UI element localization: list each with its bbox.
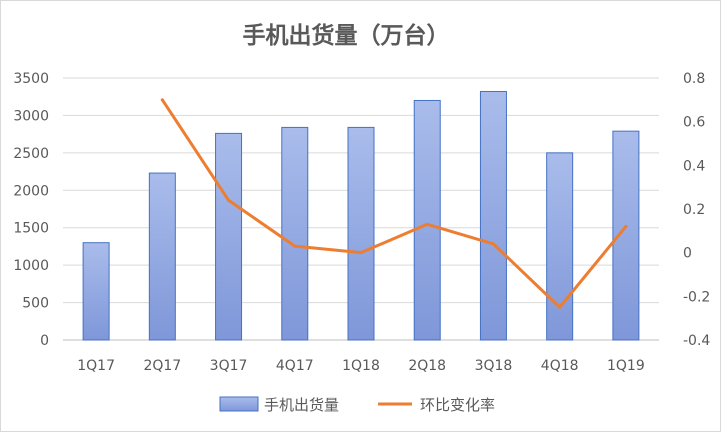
x-tick-label: 4Q17 — [276, 358, 314, 374]
y-right-tick-label: -0.2 — [683, 289, 710, 305]
bar — [546, 152, 574, 341]
y-right-tick-label: 0.8 — [683, 71, 705, 87]
y-right-tick-label: -0.4 — [683, 333, 710, 349]
line-series — [160, 98, 628, 309]
bar — [82, 242, 110, 341]
bar — [215, 132, 243, 341]
bar-series — [82, 90, 640, 341]
line-point — [624, 224, 628, 228]
y-left-tick-label: 3000 — [13, 108, 49, 124]
line-point — [160, 98, 164, 102]
line-point — [425, 222, 429, 226]
x-tick-label: 2Q17 — [143, 358, 181, 374]
bar — [347, 126, 375, 341]
chart-title: 手机出货量（万台） — [243, 22, 450, 49]
legend-swatch-bar — [219, 396, 259, 412]
y-left-tick-label: 0 — [40, 333, 49, 349]
legend-label-line: 环比变化率 — [420, 396, 495, 414]
x-tick-label: 3Q18 — [475, 358, 513, 374]
y-right-tick-label: 0.6 — [683, 115, 705, 131]
bar — [148, 172, 176, 341]
y-axis-left: 0 500 1000 1500 2000 2500 3000 3500 — [13, 71, 49, 349]
x-tick-label: 1Q17 — [77, 358, 115, 374]
bar — [413, 99, 441, 341]
x-tick-label: 1Q18 — [342, 358, 380, 374]
y-left-tick-label: 1500 — [13, 221, 49, 237]
y-right-tick-label: 0.2 — [683, 202, 705, 218]
line-point — [491, 242, 495, 246]
x-tick-label: 4Q18 — [541, 358, 579, 374]
line-point — [227, 198, 231, 202]
x-tick-label: 3Q17 — [210, 358, 248, 374]
legend-label-bar: 手机出货量 — [264, 396, 339, 414]
line-point — [293, 244, 297, 248]
x-tick-label: 1Q19 — [607, 358, 645, 374]
bar — [479, 90, 507, 341]
y-left-tick-label: 1000 — [13, 258, 49, 274]
y-axis-right: -0.4 -0.2 0 0.2 0.4 0.6 0.8 — [683, 71, 710, 349]
line-point — [558, 305, 562, 309]
bar — [281, 126, 309, 341]
line-point — [359, 251, 363, 255]
line-path — [160, 98, 628, 309]
x-tick-label: 2Q18 — [408, 358, 446, 374]
y-left-tick-label: 2000 — [13, 183, 49, 199]
y-left-tick-label: 2500 — [13, 146, 49, 162]
y-left-tick-label: 500 — [22, 296, 49, 312]
x-axis: 1Q17 2Q17 3Q17 4Q17 1Q18 2Q18 3Q18 4Q18 1Q19 — [77, 358, 645, 374]
y-right-tick-label: 0 — [683, 246, 692, 262]
y-left-tick-label: 3500 — [13, 71, 49, 87]
y-right-tick-label: 0.4 — [683, 158, 705, 174]
legend: 手机出货量 环比变化率 — [219, 396, 495, 414]
